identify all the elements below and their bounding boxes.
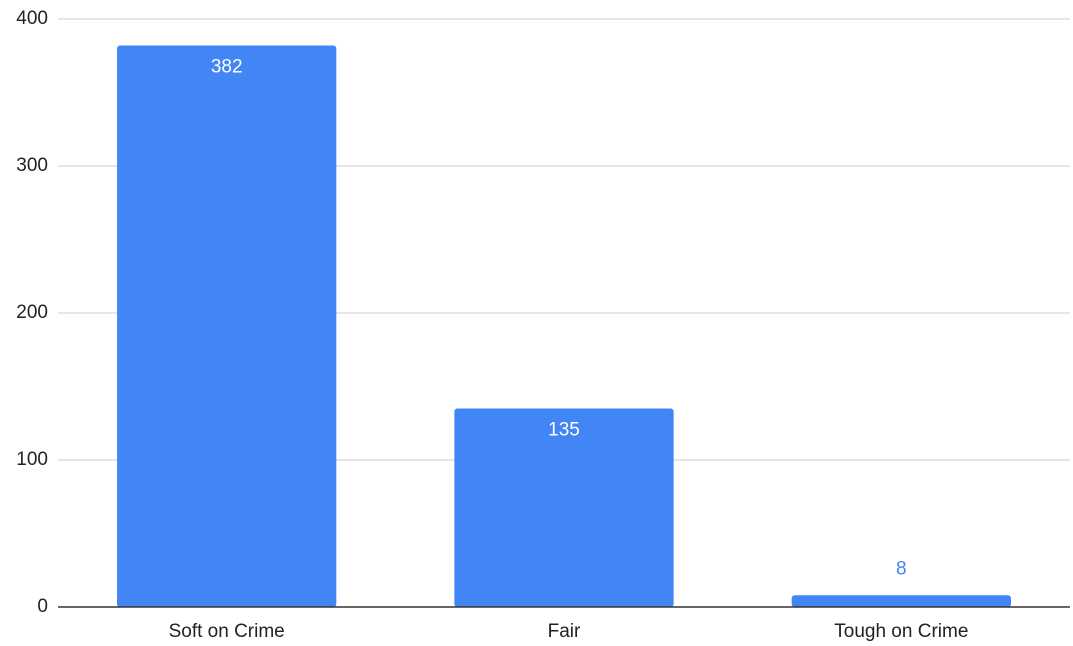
data-labels: 382 135 8: [211, 56, 907, 579]
y-tick-label: 400: [16, 8, 48, 29]
data-label: 382: [211, 56, 243, 77]
y-tick-label: 0: [37, 596, 48, 617]
bar: [454, 408, 674, 607]
data-label: 135: [548, 420, 580, 441]
data-label: 8: [896, 558, 907, 579]
x-axis-category-labels: Soft on Crime Fair Tough on Crime: [169, 621, 969, 642]
x-category-label: Tough on Crime: [834, 621, 968, 642]
y-tick-label: 300: [16, 155, 48, 176]
x-category-label: Fair: [548, 621, 581, 642]
bar: [117, 45, 337, 607]
y-tick-label: 200: [16, 302, 48, 323]
bars: [117, 45, 1011, 607]
y-tick-label: 100: [16, 449, 48, 470]
y-axis-tick-labels: 0 100 200 300 400: [16, 8, 48, 617]
x-category-label: Soft on Crime: [169, 621, 285, 642]
bar: [791, 595, 1011, 607]
